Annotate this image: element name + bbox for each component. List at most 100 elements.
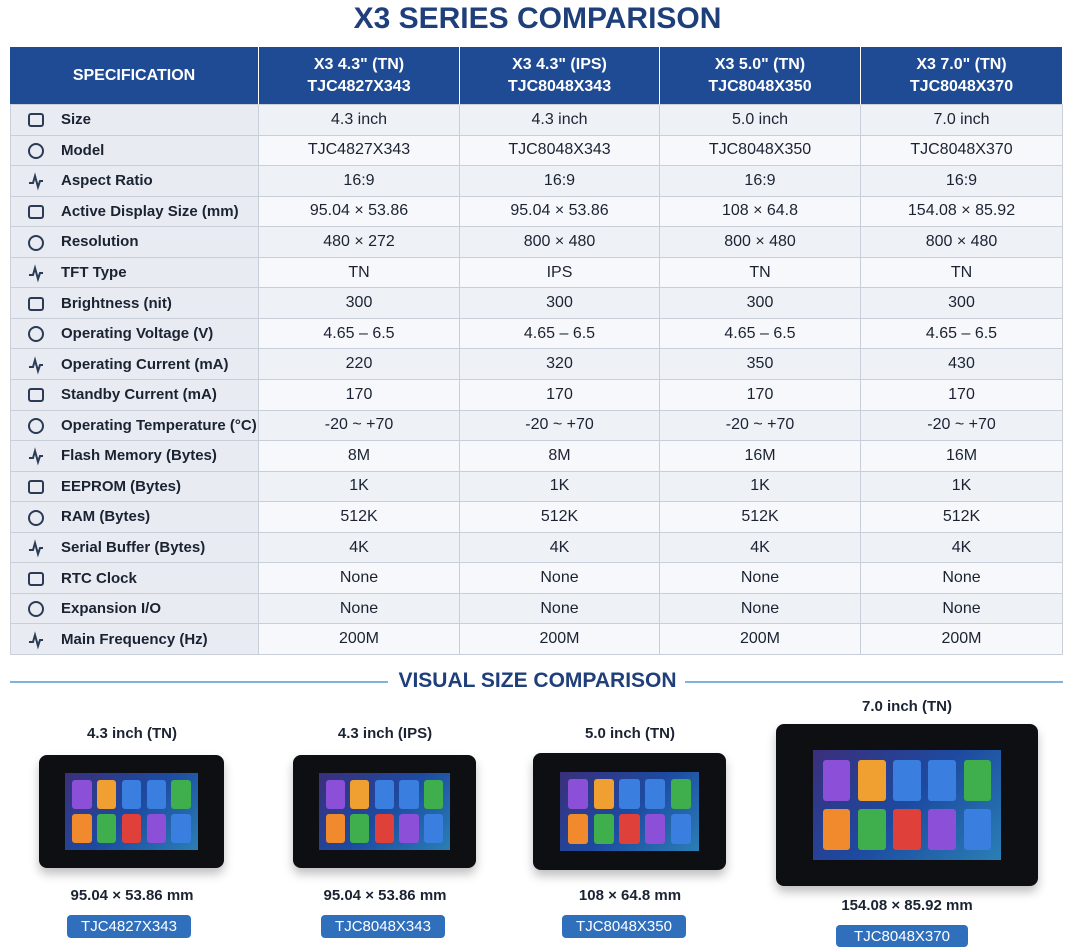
value-cell: 1K bbox=[660, 471, 861, 503]
row-icon bbox=[28, 204, 44, 219]
value-cell: -20 ~ +70 bbox=[660, 410, 861, 442]
row-icon bbox=[29, 356, 43, 375]
app-tile bbox=[399, 779, 419, 809]
value-cell: 170 bbox=[259, 380, 460, 411]
value-cell: 4K bbox=[460, 532, 660, 564]
row-icon bbox=[28, 234, 44, 251]
row-icon bbox=[28, 296, 44, 311]
page-title: X3 SERIES COMPARISON bbox=[353, 2, 722, 35]
value-cell: 512K bbox=[660, 502, 861, 533]
app-tile bbox=[72, 814, 92, 844]
device-code: TJC8048X350 bbox=[562, 915, 686, 938]
app-tile bbox=[593, 778, 614, 809]
app-tile bbox=[645, 814, 666, 845]
value-cell: 170 bbox=[861, 380, 1063, 411]
row-icon bbox=[29, 539, 43, 558]
row-icon bbox=[29, 447, 43, 466]
value-cell: 4.65 – 6.5 bbox=[460, 318, 660, 350]
device-screen bbox=[560, 771, 699, 852]
header-model: TJC8048X370 bbox=[909, 77, 1014, 95]
value-cell: 4.65 – 6.5 bbox=[660, 318, 861, 350]
app-tile bbox=[567, 778, 588, 809]
spec-label: Operating Temperature (°C) bbox=[10, 410, 259, 442]
value-cell: 200M bbox=[259, 624, 460, 655]
row-icon bbox=[28, 113, 44, 128]
app-tile bbox=[645, 778, 666, 809]
spec-label: Brightness (nit) bbox=[10, 288, 259, 319]
app-tile bbox=[858, 809, 886, 851]
header-title: X3 4.3" (TN) bbox=[313, 55, 405, 73]
value-cell: None bbox=[259, 593, 460, 625]
value-cell: 154.08 × 85.92 bbox=[861, 196, 1063, 228]
value-cell: None bbox=[861, 593, 1063, 625]
app-tile bbox=[963, 759, 991, 801]
device-code: TJC8048X343 bbox=[321, 915, 445, 938]
value-cell: 800 × 480 bbox=[660, 227, 861, 258]
value-cell: 480 × 272 bbox=[259, 227, 460, 258]
app-tile bbox=[350, 814, 370, 844]
divider bbox=[685, 681, 1063, 683]
device-image bbox=[39, 755, 224, 868]
spec-label: Operating Voltage (V) bbox=[10, 318, 259, 350]
value-cell: 800 × 480 bbox=[861, 227, 1063, 258]
row-icon bbox=[28, 601, 44, 618]
value-cell: 16:9 bbox=[460, 166, 660, 197]
spec-label: TFT Type bbox=[10, 257, 259, 289]
value-cell: 200M bbox=[861, 624, 1063, 655]
value-cell: 200M bbox=[460, 624, 660, 655]
value-cell: 200M bbox=[660, 624, 861, 655]
value-cell: TN bbox=[660, 257, 861, 289]
app-tile bbox=[171, 779, 191, 809]
spec-label: Model bbox=[10, 135, 259, 167]
device-code: TJC4827X343 bbox=[67, 915, 191, 938]
value-cell: 4.65 – 6.5 bbox=[259, 318, 460, 350]
app-tile bbox=[399, 814, 419, 844]
value-cell: 1K bbox=[259, 471, 460, 503]
spec-label: Serial Buffer (Bytes) bbox=[10, 532, 259, 564]
device-dimensions: 108 × 64.8 mm bbox=[578, 887, 682, 904]
header-model: TJC8048X343 bbox=[507, 77, 612, 95]
app-tile bbox=[374, 814, 394, 844]
app-tile bbox=[424, 779, 444, 809]
spec-label: EEPROM (Bytes) bbox=[10, 471, 259, 503]
device-screen bbox=[812, 749, 1002, 861]
app-tile bbox=[963, 809, 991, 851]
app-tile bbox=[619, 814, 640, 845]
header-model: TJC4827X343 bbox=[307, 77, 411, 95]
value-cell: 4K bbox=[660, 532, 861, 564]
app-tile bbox=[823, 809, 851, 851]
value-cell: TJC8048X343 bbox=[460, 135, 660, 167]
header-cell: X3 4.3" (TN) TJC4827X343 bbox=[259, 47, 460, 105]
app-tile bbox=[893, 809, 921, 851]
value-cell: 220 bbox=[259, 349, 460, 380]
app-tile bbox=[928, 809, 956, 851]
value-cell: 4K bbox=[259, 532, 460, 564]
value-cell: 512K bbox=[259, 502, 460, 533]
app-tile bbox=[72, 779, 92, 809]
value-cell: 16M bbox=[861, 441, 1063, 472]
value-cell: TJC8048X350 bbox=[660, 135, 861, 167]
divider bbox=[10, 681, 388, 683]
value-cell: 800 × 480 bbox=[460, 227, 660, 258]
spec-label: Size bbox=[10, 105, 259, 136]
device-image bbox=[533, 753, 726, 870]
app-tile bbox=[671, 778, 692, 809]
app-tile bbox=[350, 779, 370, 809]
spec-label: Expansion I/O bbox=[10, 593, 259, 625]
app-tile bbox=[893, 759, 921, 801]
row-icon bbox=[28, 142, 44, 159]
device-label: 4.3 inch (IPS) bbox=[337, 725, 433, 742]
value-cell: 108 × 64.8 bbox=[660, 196, 861, 228]
header-cell: X3 4.3" (IPS) TJC8048X343 bbox=[460, 47, 660, 105]
app-tile bbox=[374, 779, 394, 809]
value-cell: 95.04 × 53.86 bbox=[460, 196, 660, 228]
value-cell: 16M bbox=[660, 441, 861, 472]
app-tile bbox=[619, 778, 640, 809]
value-cell: 16:9 bbox=[259, 166, 460, 197]
value-cell: 4.3 inch bbox=[460, 105, 660, 136]
value-cell: TJC8048X370 bbox=[861, 135, 1063, 167]
spec-label: Aspect Ratio bbox=[10, 166, 259, 197]
value-cell: TN bbox=[861, 257, 1063, 289]
value-cell: 4.3 inch bbox=[259, 105, 460, 136]
device-image bbox=[293, 755, 476, 868]
